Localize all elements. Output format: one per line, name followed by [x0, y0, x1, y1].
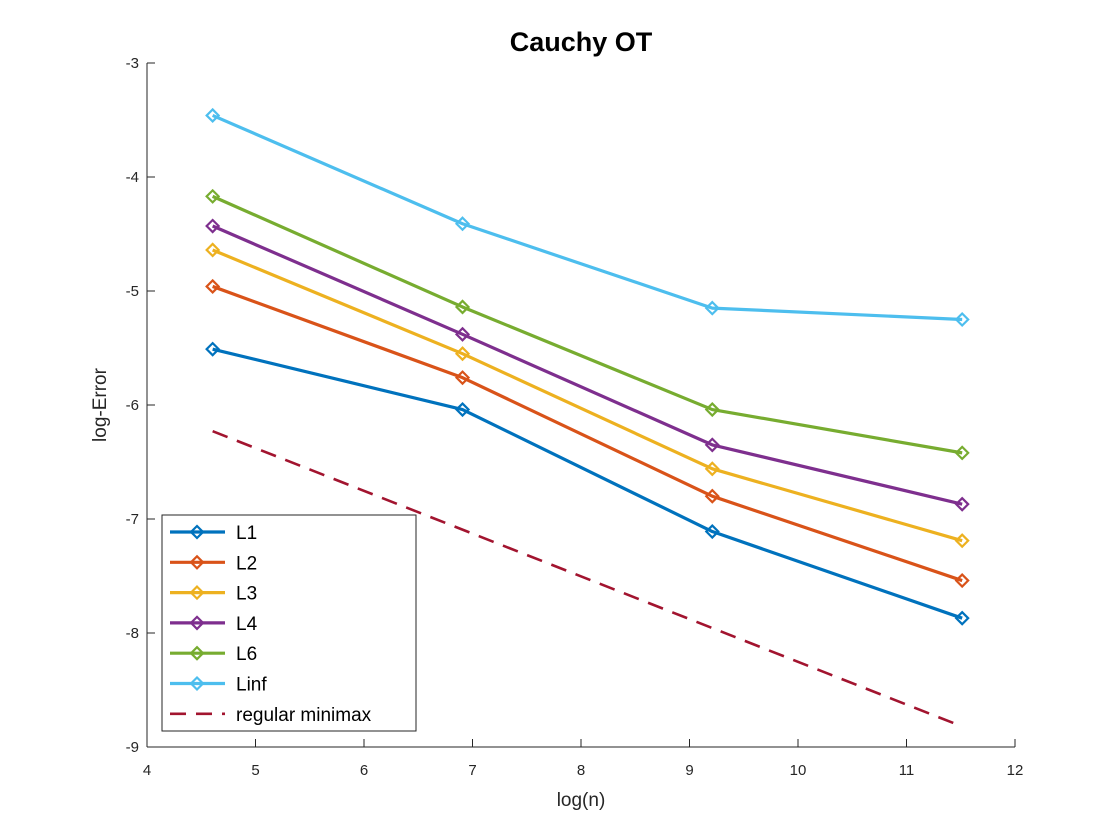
y-tick-label: -5 — [126, 283, 139, 300]
series-l6 — [205, 188, 970, 461]
data-point — [704, 402, 720, 418]
x-tick-label: 10 — [790, 762, 807, 779]
data-point — [954, 311, 970, 328]
series-line — [212, 248, 963, 543]
legend-label: L2 — [236, 553, 257, 574]
x-axis-label: log(n) — [557, 790, 606, 811]
data-point — [704, 488, 720, 504]
data-point — [454, 370, 471, 386]
data-point — [454, 299, 471, 315]
series-regular-minimax — [212, 430, 963, 728]
legend-marker — [189, 585, 205, 601]
axes: 4 5 6 7 8 9 10 11 12 -9 -8 -7 -6 -5 -4 -3 — [126, 55, 1024, 779]
y-tick-label: -4 — [126, 169, 139, 186]
legend-marker — [189, 675, 205, 692]
data-point — [205, 278, 221, 294]
legend-item: L4 — [170, 614, 258, 635]
x-tick-label: 7 — [468, 762, 476, 779]
data-point — [954, 610, 970, 626]
series-l4 — [205, 218, 970, 512]
series-l3 — [205, 242, 970, 549]
legend-label: L3 — [236, 584, 257, 605]
y-tick-label: -7 — [126, 511, 139, 528]
series-line — [211, 194, 963, 455]
y-tick-label: -6 — [126, 397, 139, 414]
y-axis-label: log-Error — [90, 367, 111, 442]
data-point — [954, 445, 970, 461]
legend-item: L6 — [170, 644, 257, 665]
data-point — [205, 242, 221, 258]
legend-item: L1 — [170, 523, 257, 544]
x-tick-label: 4 — [143, 762, 151, 779]
data-point — [954, 573, 970, 589]
x-tick-label: 6 — [360, 762, 368, 779]
data-point — [954, 496, 970, 512]
legend-item: Linf — [170, 675, 267, 696]
legend-label: L4 — [236, 614, 258, 635]
data-point — [704, 461, 720, 477]
data-point — [205, 188, 221, 204]
x-tick-label: 8 — [577, 762, 585, 779]
series-linf — [205, 107, 970, 328]
data-point — [205, 107, 221, 123]
data-point — [454, 216, 471, 232]
legend-marker — [189, 524, 205, 540]
chart-title: Cauchy OT — [510, 27, 653, 57]
legend-marker — [189, 615, 205, 631]
data-point — [454, 402, 471, 418]
legend-label: regular minimax — [236, 705, 372, 726]
x-tick-label: 11 — [899, 762, 915, 779]
series-line — [212, 284, 963, 583]
x-tick-label: 9 — [685, 762, 693, 779]
data-point — [454, 346, 471, 362]
legend: L1 L2 L3 L4 L6 Linf regular minimax — [161, 514, 417, 732]
legend-label: L1 — [236, 523, 257, 544]
series-line — [212, 430, 963, 728]
data-point — [954, 533, 970, 549]
data-point — [704, 300, 720, 316]
data-point — [205, 218, 221, 234]
series-line — [212, 224, 963, 506]
x-tick-label: 5 — [251, 762, 259, 779]
data-point — [704, 523, 720, 540]
y-tick-label: -3 — [126, 55, 139, 72]
series-layer — [205, 107, 970, 728]
series-line — [212, 113, 963, 322]
series-l1 — [205, 341, 970, 626]
legend-item: regular minimax — [170, 705, 372, 726]
series-l2 — [205, 278, 970, 589]
legend-item: L3 — [170, 584, 257, 605]
legend-marker — [189, 645, 205, 661]
series-line — [212, 347, 963, 620]
x-tick-label: 12 — [1007, 762, 1024, 779]
data-point — [704, 437, 720, 453]
legend-label: L6 — [236, 644, 257, 665]
legend-label: Linf — [236, 675, 267, 696]
data-point — [454, 326, 471, 342]
y-tick-label: -8 — [126, 625, 139, 642]
legend-marker — [189, 554, 205, 570]
data-point — [205, 341, 221, 357]
y-tick-label: -9 — [126, 739, 139, 756]
legend-item: L2 — [170, 553, 257, 574]
